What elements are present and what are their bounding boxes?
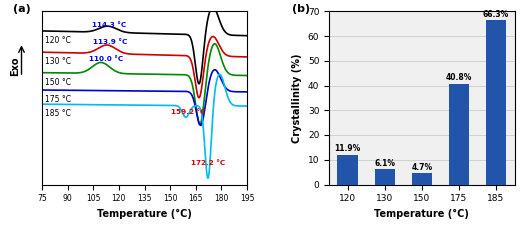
Text: 110.0 °C: 110.0 °C [89, 56, 123, 62]
Text: 150 °C: 150 °C [45, 78, 70, 87]
Text: 120 °C: 120 °C [45, 36, 70, 45]
Bar [486, 20, 506, 184]
Text: 159.2 °C: 159.2 °C [171, 109, 205, 115]
Text: 11.9%: 11.9% [334, 144, 361, 153]
Text: 113.9 °C: 113.9 °C [93, 39, 128, 45]
X-axis label: Temperature (°C): Temperature (°C) [97, 209, 192, 219]
Text: 6.1%: 6.1% [374, 159, 395, 168]
Text: 66.3%: 66.3% [483, 10, 509, 19]
Text: (a): (a) [13, 4, 31, 14]
Text: 130 °C: 130 °C [45, 57, 70, 66]
Text: (b): (b) [292, 4, 310, 14]
Text: 185 °C: 185 °C [45, 109, 70, 118]
Text: 114.3 °C: 114.3 °C [92, 22, 127, 28]
Bar [449, 83, 469, 184]
Text: 4.7%: 4.7% [411, 163, 432, 172]
Y-axis label: Crystallinity (%): Crystallinity (%) [292, 53, 302, 143]
Bar [374, 169, 395, 184]
Text: 40.8%: 40.8% [446, 73, 472, 82]
Text: 172.2 °C: 172.2 °C [191, 160, 225, 166]
Text: 175 °C: 175 °C [45, 95, 70, 104]
Bar [412, 173, 432, 184]
Text: Exo: Exo [10, 57, 20, 76]
X-axis label: Temperature (°C): Temperature (°C) [374, 209, 469, 219]
Bar [338, 155, 358, 184]
